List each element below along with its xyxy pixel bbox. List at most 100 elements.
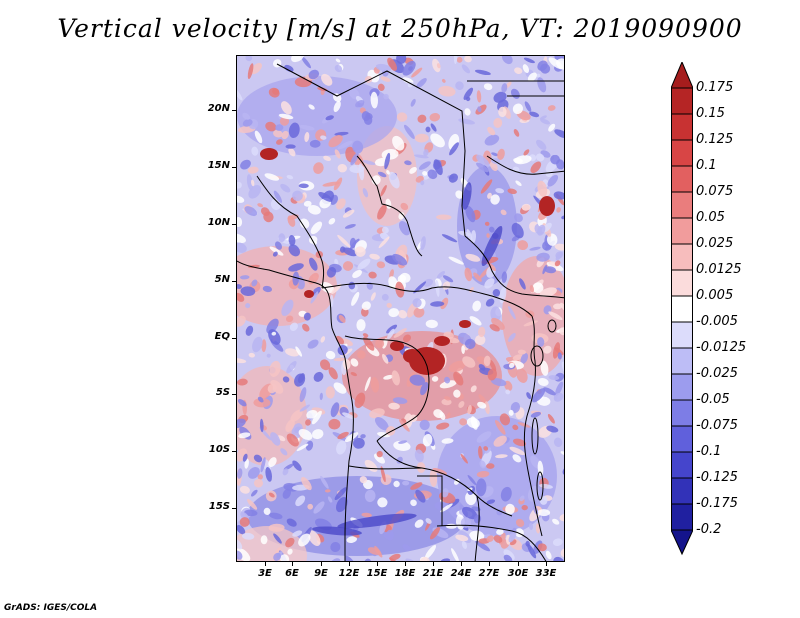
field-cell <box>299 218 310 229</box>
field-cell <box>329 558 341 561</box>
colorbar-segment <box>671 347 693 375</box>
field-cell <box>519 495 525 502</box>
field-cell <box>377 497 388 508</box>
field-cell <box>462 506 478 520</box>
field-cell <box>417 114 427 123</box>
field-cell <box>368 271 377 279</box>
country-border <box>356 155 423 257</box>
field-cell <box>445 523 457 529</box>
field-cell <box>514 67 523 75</box>
field-cell <box>543 387 556 396</box>
field-cell <box>552 518 560 525</box>
field-cell <box>422 171 428 176</box>
field-cell <box>429 526 441 540</box>
field-cell <box>254 130 263 144</box>
updraft-core <box>390 341 404 351</box>
field-cell <box>344 432 359 443</box>
field-cell <box>286 518 297 527</box>
field-cell <box>304 131 310 143</box>
field-cell <box>336 440 347 455</box>
colorbar-tick-label: 0.0125 <box>696 262 742 277</box>
field-cell <box>257 396 264 403</box>
field-cell <box>396 112 408 122</box>
field-cell <box>554 243 564 251</box>
field-cell <box>540 118 551 125</box>
field-cell <box>251 146 259 156</box>
field-cell <box>484 221 490 226</box>
field-cell <box>380 185 387 197</box>
field-cell <box>436 63 441 69</box>
field-cell <box>503 554 513 561</box>
field-cell <box>451 548 460 561</box>
field-cell <box>415 489 426 503</box>
field-cell <box>267 383 277 394</box>
field-cell <box>442 78 446 83</box>
grads-credit: GrADS: IGES/COLA <box>4 603 98 613</box>
field-cell <box>350 358 359 367</box>
colorbar-segment <box>671 425 693 453</box>
field-cell <box>238 432 251 439</box>
field-cell <box>350 372 357 377</box>
field-cell <box>376 450 383 458</box>
lat-tick-mark <box>232 508 236 509</box>
field-cell <box>357 258 371 270</box>
lon-tick-mark <box>489 562 490 566</box>
field-cell <box>237 378 248 386</box>
field-cell <box>439 380 457 389</box>
field-cell <box>284 64 294 72</box>
field-cell <box>307 503 313 510</box>
field-cell <box>420 382 429 396</box>
field-cell <box>510 402 521 413</box>
field-cell <box>467 474 477 486</box>
colorbar-tick-label: -0.005 <box>696 314 738 329</box>
field-cell <box>495 188 505 194</box>
country-border <box>464 235 564 299</box>
lon-tick-mark <box>349 562 350 566</box>
lon-tick-label: 24E <box>450 568 472 579</box>
field-cell <box>326 267 337 278</box>
field-cell <box>478 364 486 371</box>
lat-tick-label: EQ <box>214 331 230 342</box>
field-cell <box>384 152 391 170</box>
field-cell <box>402 480 410 486</box>
field-cell <box>537 224 546 236</box>
field-cell <box>398 310 408 319</box>
country-border <box>344 335 430 442</box>
field-cell <box>363 115 373 125</box>
vertical-velocity-map <box>237 56 564 561</box>
field-cell <box>522 64 530 74</box>
field-cell <box>253 397 271 408</box>
colorbar-tick-label: -0.025 <box>696 366 738 381</box>
field-cell <box>490 378 507 387</box>
field-cell <box>364 376 371 392</box>
field-cell <box>548 57 564 70</box>
field-cell <box>436 271 446 279</box>
field-cell <box>478 445 483 459</box>
field-cell <box>237 358 247 364</box>
field-cell <box>288 244 301 257</box>
field-cell <box>325 489 331 493</box>
downdraft-streak <box>312 526 362 536</box>
field-cell <box>559 513 564 522</box>
lake-outline <box>530 345 544 367</box>
field-cell <box>333 382 347 394</box>
field-cell <box>412 298 422 308</box>
field-cell <box>241 532 255 540</box>
colorbar-segment <box>671 399 693 427</box>
field-cell <box>455 81 464 91</box>
field-cell <box>513 438 526 447</box>
field-cell <box>288 122 300 139</box>
field-cell <box>425 319 438 329</box>
field-cell <box>272 251 278 257</box>
field-cell <box>237 217 243 227</box>
field-cell <box>400 202 409 211</box>
field-cell <box>350 152 359 166</box>
field-cell <box>459 418 467 426</box>
field-cell <box>555 381 564 397</box>
field-cell <box>559 327 564 336</box>
field-cell <box>353 437 365 449</box>
lon-tick-mark <box>405 562 406 566</box>
field-cell <box>464 56 472 63</box>
field-cell <box>484 278 495 289</box>
field-cell <box>448 256 464 265</box>
